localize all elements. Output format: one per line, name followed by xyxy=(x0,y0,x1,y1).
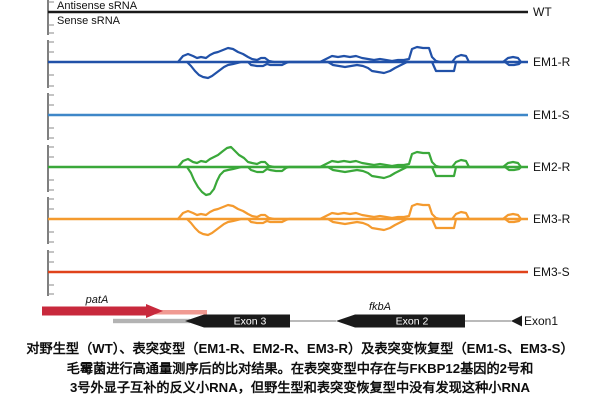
intron-connector-2 xyxy=(465,320,511,322)
caption-line-3: 3号外显子互补的反义小RNA，但野生型和表突变恢复型中没有发现这种小RNA xyxy=(69,380,531,395)
exon3-box xyxy=(204,314,290,328)
track-sense-trace-em3-r xyxy=(185,217,523,237)
track-antisense-trace-em2-r xyxy=(176,145,523,169)
patA-gene-bar xyxy=(42,306,146,316)
track-sense-trace-em2-r xyxy=(185,165,523,197)
patA-arrowhead xyxy=(146,304,163,318)
track-label-em3-s: EM3-S xyxy=(533,265,570,279)
caption-line-2: 毛霉菌进行高通量测序后的比对结果。在表突变型中存在与FKBP12基因的2号和 xyxy=(66,360,534,376)
sense-strand-label: Sense sRNA xyxy=(57,15,121,27)
intron-connector-1 xyxy=(290,320,336,322)
exon1-label: Exon1 xyxy=(524,314,558,328)
patA-utr-bar xyxy=(150,310,207,315)
figure-caption: 对野生型（WT）、表突变型（EM1-R、EM2-R、EM3-R）及表突变恢复型（… xyxy=(0,339,600,398)
antisense-strand-label: Antisense sRNA xyxy=(57,0,138,12)
patA-gene-label: patA xyxy=(85,294,109,306)
exon2-arrowhead xyxy=(336,314,355,328)
exon3-label: Exon 3 xyxy=(234,316,267,328)
fkbA-gene-label: fkbA xyxy=(369,301,391,313)
exon1-arrowhead xyxy=(511,315,522,327)
upstream-gray-bar xyxy=(113,318,190,324)
track-sense-trace-em1-r xyxy=(185,60,523,80)
caption-line-1: 对野生型（WT）、表突变型（EM1-R、EM2-R、EM3-R）及表突变恢复型（… xyxy=(26,341,574,356)
exon2-box xyxy=(355,314,465,328)
exon3-arrowhead xyxy=(185,314,204,328)
track-antisense-trace-em3-r xyxy=(176,202,523,221)
track-label-em2-r: EM2-R xyxy=(533,160,571,174)
exon2-label: Exon 2 xyxy=(396,316,429,328)
track-label-em1-r: EM1-R xyxy=(533,55,571,69)
track-antisense-trace-em1-r xyxy=(176,45,523,64)
coverage-plot-svg: WT EM1-R EM1-S EM2-R EM3-R EM3-S Antisense sRN… xyxy=(42,0,571,328)
track-label-wt: WT xyxy=(533,5,552,19)
track-label-em3-r: EM3-R xyxy=(533,212,571,226)
track-label-em1-s: EM1-S xyxy=(533,108,570,122)
